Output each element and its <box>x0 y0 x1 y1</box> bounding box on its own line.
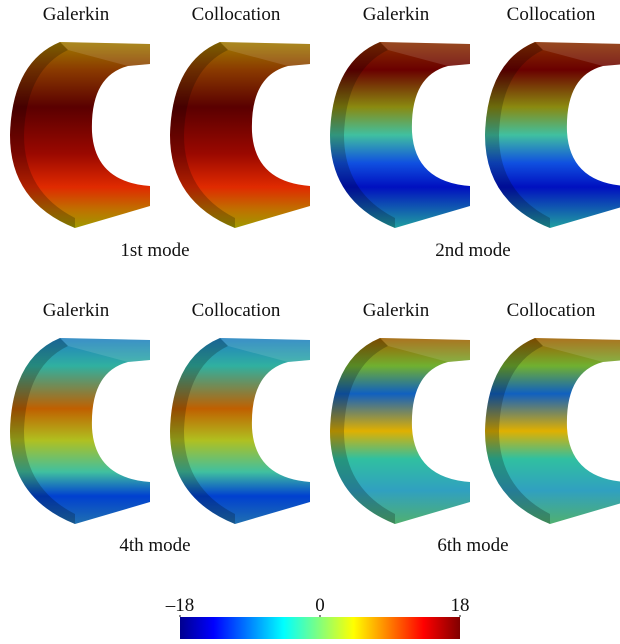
method-title: Collocation <box>507 4 596 25</box>
mode-render <box>170 338 310 524</box>
mode-render <box>170 42 310 228</box>
mode-caption: 2nd mode <box>435 240 510 261</box>
mode-caption: 6th mode <box>437 535 508 556</box>
mode-render <box>330 42 470 228</box>
mode-caption: 1st mode <box>120 240 189 261</box>
colorbar-tick-label: 0 <box>315 595 325 616</box>
mode-render <box>10 42 150 228</box>
colorbar-tick-label: –18 <box>165 595 195 616</box>
colorbar-gradient <box>180 617 460 639</box>
method-title: Collocation <box>192 4 281 25</box>
method-title: Galerkin <box>43 300 110 321</box>
colorbar: –18 0 18 <box>165 595 470 639</box>
mode-render <box>10 338 150 524</box>
mode-render <box>485 338 620 524</box>
method-title: Galerkin <box>363 300 430 321</box>
mode-render <box>485 42 620 228</box>
method-title: Collocation <box>192 300 281 321</box>
mode-caption: 4th mode <box>119 535 190 556</box>
method-title: Galerkin <box>363 4 430 25</box>
method-title: Collocation <box>507 300 596 321</box>
mode-render <box>330 338 470 524</box>
method-title: Galerkin <box>43 4 110 25</box>
colorbar-tick-label: 18 <box>451 595 470 616</box>
panels: Galerkin Collocation 1st mode Galerkin Collo… <box>10 4 620 556</box>
